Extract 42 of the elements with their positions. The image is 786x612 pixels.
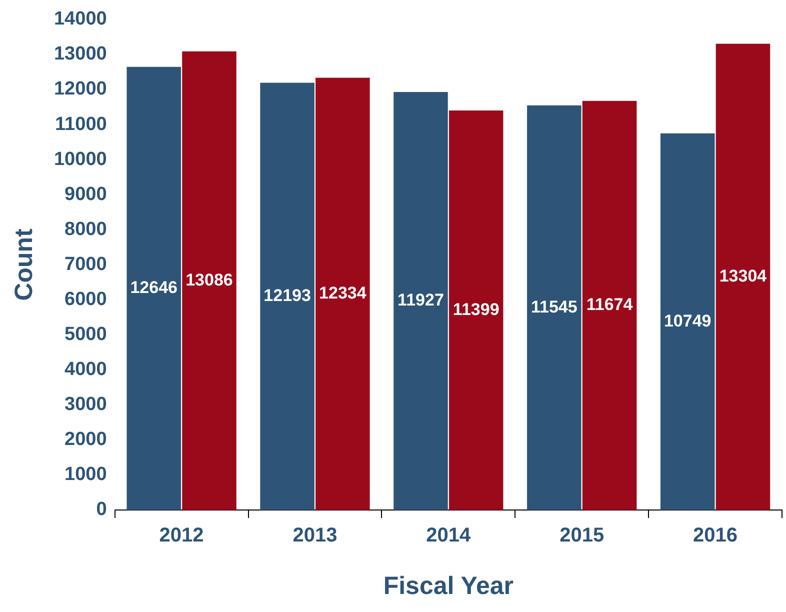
x-axis-title: Fiscal Year — [383, 572, 514, 600]
y-tick-label: 0 — [96, 499, 107, 520]
data-label: 11927 — [398, 290, 444, 310]
y-tick-label: 13000 — [54, 44, 107, 65]
data-label: 12193 — [264, 286, 311, 306]
y-tick-label: 1000 — [64, 464, 107, 486]
data-label: 11399 — [452, 300, 500, 319]
y-tick-label: 5000 — [64, 324, 107, 346]
y-tick-label: 10000 — [54, 148, 107, 170]
x-tick-label: 2013 — [292, 524, 338, 547]
x-tick-label: 2014 — [426, 524, 472, 547]
y-tick-label: 14000 — [54, 8, 107, 30]
bar — [260, 82, 314, 510]
bar — [394, 92, 448, 510]
data-label: 12334 — [319, 284, 367, 303]
y-tick-label: 3000 — [64, 394, 107, 416]
y-tick-label: 8000 — [64, 218, 107, 240]
data-label: 11674 — [586, 295, 634, 314]
data-label: 13304 — [719, 266, 768, 286]
data-label: 10749 — [664, 311, 712, 330]
y-axis-title: Count — [10, 228, 38, 301]
data-label: 13086 — [186, 270, 233, 290]
x-tick-label: 2016 — [693, 524, 738, 547]
bar — [660, 133, 715, 510]
bar — [582, 100, 637, 510]
bar — [316, 78, 370, 510]
y-tick-label: 7000 — [64, 254, 107, 275]
bar — [448, 110, 504, 510]
y-tick-label: 2000 — [64, 429, 107, 450]
data-label: 12646 — [130, 278, 178, 298]
y-tick-label: 9000 — [64, 184, 107, 205]
y-tick-label: 4000 — [64, 359, 107, 380]
bar — [182, 51, 236, 510]
y-tick-label: 12000 — [54, 78, 107, 100]
x-tick-label: 2015 — [560, 524, 604, 547]
y-tick-label: 11000 — [55, 114, 107, 135]
bar — [126, 66, 181, 510]
x-tick-label: 2012 — [159, 524, 204, 547]
data-label: 11545 — [530, 297, 578, 316]
bar — [716, 44, 770, 510]
bar — [527, 105, 582, 510]
y-tick-label: 6000 — [64, 288, 107, 310]
